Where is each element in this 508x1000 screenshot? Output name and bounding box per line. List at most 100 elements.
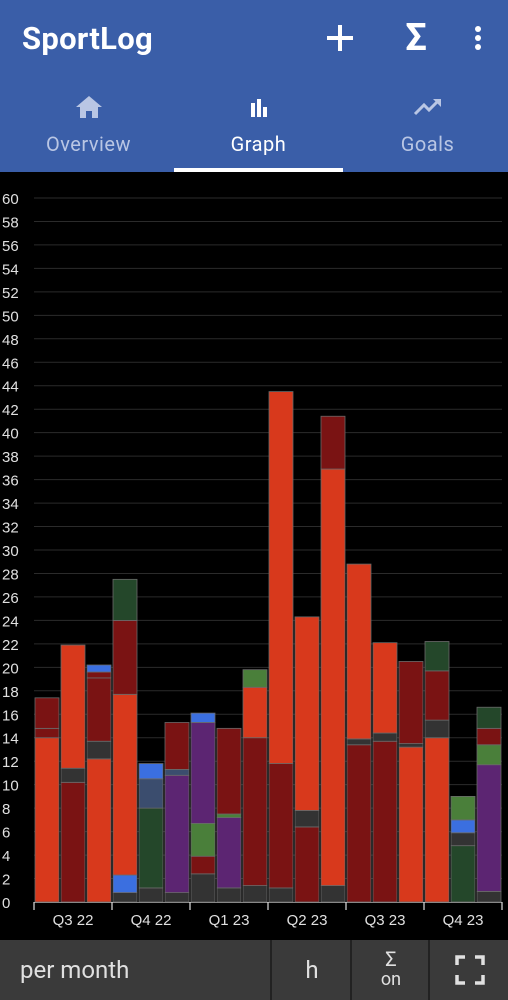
bar-segment: [424, 670, 450, 721]
bar-oct-23[interactable]: [424, 641, 450, 903]
bar-oct-22[interactable]: [112, 578, 138, 903]
bar-segment: [424, 737, 450, 903]
unit-button[interactable]: h: [270, 940, 352, 1000]
x-tick-label: Q4 22: [131, 912, 172, 929]
y-tick-label: 58: [2, 214, 19, 231]
y-tick-label: 46: [2, 355, 19, 372]
bar-segment: [112, 892, 138, 903]
bar-segment: [216, 887, 242, 903]
bar-segment: [476, 744, 502, 766]
bar-feb-23[interactable]: [216, 727, 242, 903]
bar-sep-23[interactable]: [398, 661, 424, 903]
bar-segment: [164, 722, 190, 770]
x-axis: Q3 22 Q4 22 Q1 23 Q2 23 Q3 23 Q4 23: [33, 902, 503, 929]
bar-segment: [216, 813, 242, 818]
y-tick-label: 22: [2, 637, 19, 654]
bar-segment: [138, 807, 164, 889]
bar-segment: [450, 845, 476, 903]
bar-segment: [86, 664, 112, 673]
bar-segment: [450, 796, 476, 821]
add-button[interactable]: [318, 18, 362, 58]
bar-segment: [372, 732, 398, 742]
bar-segment: [372, 642, 398, 734]
bar-segment: [190, 722, 216, 824]
x-tick-label: Q3 22: [53, 912, 94, 929]
bar-segment: [86, 740, 112, 760]
bar-jun-23[interactable]: [320, 415, 346, 903]
bar-segment: [346, 563, 372, 740]
x-tick-label: Q4 23: [443, 912, 484, 929]
bar-segment: [190, 822, 216, 857]
y-tick-label: 56: [2, 238, 19, 255]
bar-segment: [138, 763, 164, 780]
bar-segment: [476, 706, 502, 729]
bar-segment: [398, 743, 424, 748]
bar-segment: [346, 744, 372, 903]
bar-segment: [86, 677, 112, 742]
bars: [34, 391, 502, 903]
bar-segment: [86, 671, 112, 679]
bar-segment: [112, 619, 138, 695]
period-selector[interactable]: per month: [0, 940, 270, 1000]
bar-nov-22[interactable]: [138, 763, 164, 903]
sum-toggle-button[interactable]: Σ on: [350, 940, 430, 1000]
bar-segment: [450, 832, 476, 847]
y-axis-ticks: 0246810121416182022242628303234363840424…: [2, 191, 19, 912]
active-tab-indicator: [174, 168, 343, 172]
tab-overview[interactable]: Overview: [4, 86, 173, 172]
sum-icon: Σ: [405, 16, 427, 60]
bar-nov-23[interactable]: [450, 796, 476, 903]
tab-goals-label: Goals: [400, 132, 455, 156]
y-tick-label: 32: [2, 520, 19, 537]
y-tick-label: 54: [2, 261, 19, 278]
bar-segment: [112, 693, 138, 876]
bar-segment: [398, 661, 424, 745]
more-vert-icon: [475, 26, 481, 50]
bar-segment: [86, 758, 112, 903]
bar-sep-22[interactable]: [86, 664, 112, 903]
bar-segment: [164, 774, 190, 894]
x-tick-label: Q2 23: [287, 912, 328, 929]
y-tick-label: 8: [2, 801, 10, 818]
bar-may-23[interactable]: [294, 616, 320, 903]
grid-lines: [34, 197, 502, 880]
tab-goals[interactable]: Goals: [343, 86, 508, 172]
bar-segment: [242, 669, 268, 688]
bar-dec-23[interactable]: [476, 706, 502, 903]
bar-segment: [216, 817, 242, 889]
bar-jul-23[interactable]: [346, 563, 372, 903]
sum-toggle-symbol: Σ: [385, 947, 397, 971]
bar-segment: [60, 767, 86, 783]
bar-segment: [294, 826, 320, 903]
y-tick-label: 0: [2, 895, 10, 912]
bar-segment: [112, 874, 138, 894]
bar-segment: [190, 855, 216, 875]
bottom-toolbar: per month h Σ on: [0, 940, 508, 1000]
bar-jul-22[interactable]: [34, 697, 60, 903]
y-tick-label: 30: [2, 543, 19, 560]
bar-jan-23[interactable]: [190, 712, 216, 903]
bar-apr-23[interactable]: [268, 391, 294, 903]
sum-button[interactable]: Σ: [394, 14, 438, 62]
tab-overview-label: Overview: [45, 132, 132, 156]
bar-segment: [476, 727, 502, 746]
y-tick-label: 42: [2, 402, 19, 419]
sum-toggle-state: on: [380, 969, 402, 990]
tab-graph[interactable]: Graph: [174, 86, 343, 172]
bar-chart[interactable]: 0246810121416182022242628303234363840424…: [0, 172, 508, 940]
more-options-button[interactable]: [464, 20, 492, 56]
bar-segment: [398, 746, 424, 903]
app-bar: SportLog Σ Overview: [0, 0, 508, 172]
bar-segment: [476, 764, 502, 892]
y-tick-label: 44: [2, 379, 19, 396]
bar-aug-23[interactable]: [372, 642, 398, 903]
bar-aug-22[interactable]: [60, 644, 86, 903]
tab-graph-label: Graph: [230, 132, 287, 156]
y-tick-label: 26: [2, 590, 19, 607]
bar-segment: [138, 778, 164, 809]
bar-mar-23[interactable]: [242, 669, 268, 903]
fullscreen-button[interactable]: [428, 940, 508, 1000]
bar-segment: [268, 887, 294, 903]
bar-dec-22[interactable]: [164, 722, 190, 903]
bar-segment: [242, 686, 268, 739]
